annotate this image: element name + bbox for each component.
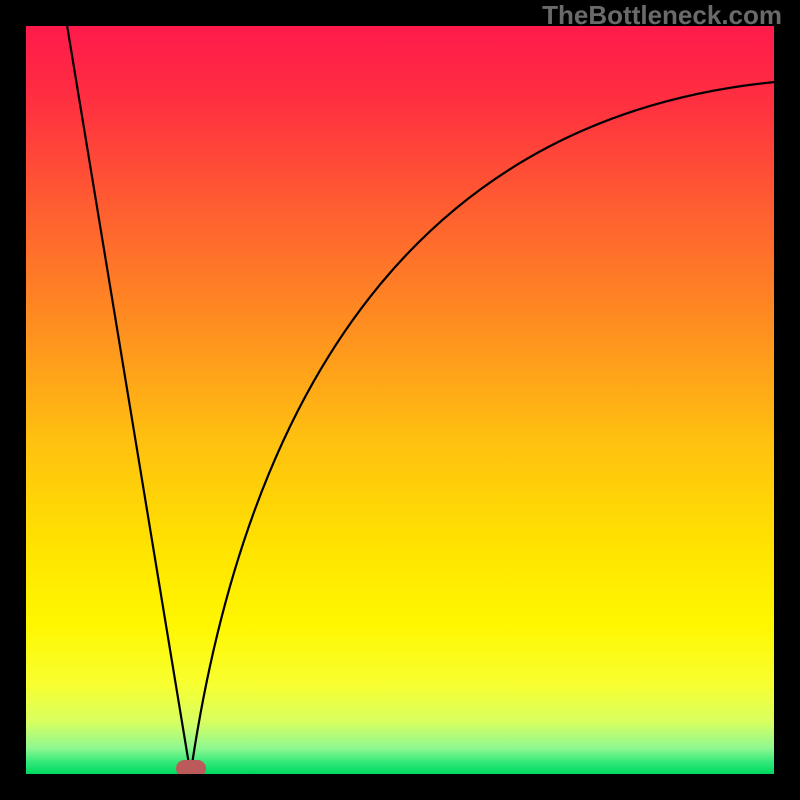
plot-area <box>26 26 774 774</box>
bottleneck-curve <box>67 26 774 774</box>
curve-layer <box>26 26 774 774</box>
watermark-text: TheBottleneck.com <box>542 0 782 31</box>
optimal-marker <box>176 760 206 774</box>
